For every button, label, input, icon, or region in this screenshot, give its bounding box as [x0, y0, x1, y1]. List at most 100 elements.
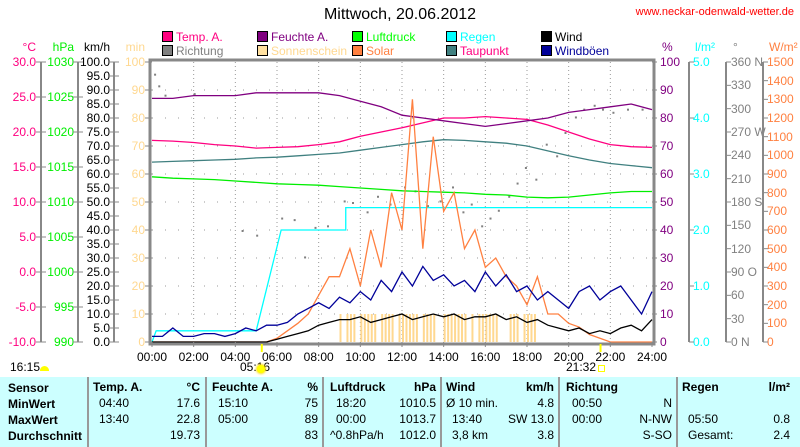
stats-time-humidity: 05:00 [218, 412, 249, 426]
axis-label-humidity: 30 [660, 251, 674, 265]
axis-label-humidity: 20 [660, 279, 674, 293]
stats-header-direction: Richtung [566, 380, 618, 394]
stats-value-direction: S-SO [642, 428, 672, 442]
stats-value-temp: 22.8 [176, 412, 200, 426]
sunshine-bar [495, 314, 498, 342]
direction-point [439, 200, 442, 203]
axis-label-humidity: 0 [660, 335, 667, 349]
x-tick-label: 08:00 [304, 350, 334, 364]
direction-point [241, 230, 244, 232]
legend-swatch [352, 31, 363, 42]
axis-label-wind: 25.0 [86, 265, 110, 279]
direction-point [574, 116, 577, 119]
stats-header-rain: Regen [682, 380, 719, 394]
direction-point [524, 167, 527, 169]
axis-label-rain: 5.0 [693, 55, 710, 69]
axis-label-humidity: 40 [660, 223, 674, 237]
axis-label-wind: 15.0 [86, 293, 110, 307]
sunshine-bar [464, 314, 467, 342]
website-link[interactable]: www.neckar-odenwald-wetter.de [635, 6, 794, 18]
axis-label-wind: 85.0 [86, 97, 110, 111]
stats-header-wind: Wind [446, 380, 476, 394]
sunshine-bar [370, 314, 373, 342]
direction-point [193, 93, 196, 96]
series-line-regen [151, 206, 652, 343]
axis-label-rain: 3.0 [693, 167, 710, 181]
axis-label-temp: 20.0 [12, 125, 36, 139]
axis-unit-sun: min [125, 40, 145, 54]
axis-label-humidity: 50 [660, 195, 674, 209]
sunshine-bar [405, 314, 408, 342]
axis-label-wind: 20.0 [86, 279, 110, 293]
stats-unit-temp: °C [186, 380, 200, 394]
axis-label-wind: 50.0 [86, 195, 110, 209]
legend-swatch [257, 31, 268, 42]
direction-point [535, 178, 538, 181]
axis-label-direction: 360 N [731, 55, 764, 69]
sunshine-bar [339, 314, 342, 342]
sunshine-bar [513, 314, 516, 342]
axis-label-temp: 30.0 [12, 55, 36, 69]
sunshine-bar [481, 314, 484, 342]
stats-time-wind: Ø 10 min. [446, 396, 499, 410]
legend-item: Temp. A. [162, 30, 223, 44]
axis-label-sun: 30 [131, 251, 145, 265]
x-tick-label: 10:00 [345, 350, 375, 364]
legend-item: Richtung [162, 44, 223, 58]
axis-label-direction: 30 [731, 311, 745, 326]
axis-label-sun: 40 [131, 223, 145, 237]
legend-swatch [162, 31, 173, 42]
axis-label-wind: 10.0 [86, 307, 110, 321]
stats-time-temp: 13:40 [99, 412, 130, 426]
stats-time-direction: 00:00 [572, 412, 603, 426]
axis-label-sun: 20 [131, 279, 145, 293]
direction-point [593, 104, 596, 107]
direction-point [327, 225, 329, 228]
sunshine-bar [533, 314, 536, 342]
direction-point [489, 217, 492, 220]
stats-time-pressure: 00:00 [336, 412, 367, 426]
weather-chart: 00:00 02:00 04:00 06:00 08:00 10:00 12:00 14:00… [36, 58, 768, 364]
axis-label-wind: 5.0 [93, 321, 110, 335]
axis-label-humidity: 60 [660, 167, 674, 181]
axis-label-wind: 70.0 [86, 139, 110, 153]
stats-time-wind: 3,8 km [452, 428, 489, 442]
sunshine-bar [429, 314, 432, 342]
axis-label-wind: 35.0 [86, 237, 110, 251]
axis-label-pressure: 1025 [47, 90, 74, 104]
direction-point [293, 219, 296, 222]
chart-title: Mittwoch, 20.06.2012 [323, 6, 477, 23]
sunshine-bar [388, 314, 391, 342]
direction-point [497, 209, 500, 212]
sunshine-bar [454, 314, 457, 342]
axis-unit-wind: km/h [83, 40, 110, 54]
axis-unit-temp: °C [22, 40, 36, 54]
sunshine-bar [485, 314, 488, 342]
axis-label-direction: 150 [731, 218, 752, 233]
sunshine-bar [450, 314, 453, 342]
direction-point [627, 108, 629, 111]
sunshine-bar [471, 314, 474, 342]
sunshine-bar [516, 314, 519, 342]
axis-label-solar: 500 [767, 241, 788, 256]
direction-point [462, 211, 465, 214]
sunshine-bar [384, 314, 387, 342]
axis-label-rain: 2.0 [693, 223, 710, 237]
axis-label-solar: 1400 [767, 73, 794, 88]
axis-label-humidity: 10 [660, 307, 674, 321]
direction-point [452, 186, 454, 189]
legend-swatch [352, 45, 363, 56]
direction-point [612, 111, 615, 114]
axis-label-pressure: 995 [53, 300, 74, 314]
stats-header-temp: Temp. A. [93, 380, 143, 394]
axis-label-sun: 60 [131, 167, 145, 181]
axis-label-direction: 120 [731, 241, 752, 256]
sun-half-icon [40, 366, 49, 371]
stats-value-pressure: 1010.5 [399, 396, 436, 410]
axis-label-solar: 800 [767, 185, 788, 200]
axis-label-wind: 60.0 [86, 167, 110, 181]
legend-label: Windböen [555, 44, 610, 58]
legend-swatch [446, 45, 457, 56]
direction-point [352, 202, 354, 204]
series-line-feuchte-a- [152, 92, 653, 128]
